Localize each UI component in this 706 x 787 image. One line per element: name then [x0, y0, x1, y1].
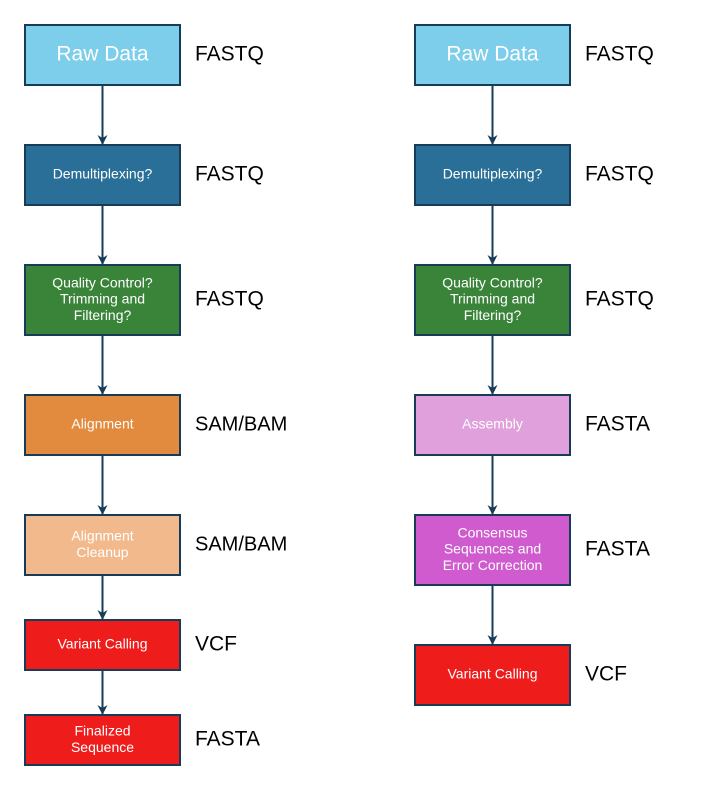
flow-node-label: FASTQ: [195, 163, 264, 186]
flow-node-text: Demultiplexing?: [443, 166, 543, 182]
flow-node-label: SAM/BAM: [195, 533, 287, 555]
flowchart-diagram: Raw DataFASTQDemultiplexing?FASTQQuality…: [0, 0, 706, 787]
flow-node-text: Error Correction: [443, 557, 543, 573]
flow-node-l6: FinalizedSequence FASTA: [25, 715, 260, 765]
flow-node-r3: Assembly FASTA: [415, 395, 650, 455]
flow-node-l2: Quality Control?Trimming andFiltering? FA…: [25, 265, 264, 335]
flow-node-text: Filtering?: [464, 307, 522, 323]
flow-node-label: FASTQ: [195, 43, 264, 66]
flow-node-label: FASTA: [585, 413, 650, 436]
flow-node-r2: Quality Control?Trimming andFiltering? FA…: [415, 265, 654, 335]
flow-node-r5: Variant Calling VCF: [415, 645, 627, 705]
flow-node-text: Cleanup: [76, 544, 128, 560]
flow-node-text: Quality Control?: [442, 275, 543, 291]
flow-node-text: Raw Data: [446, 43, 539, 66]
flow-node-r0: Raw Data FASTQ: [415, 25, 654, 85]
flow-node-text: Alignment: [71, 528, 133, 544]
flow-node-l3: Alignment SAM/BAM: [25, 395, 287, 455]
flow-node-text: Demultiplexing?: [53, 166, 153, 182]
flow-node-label: FASTQ: [585, 288, 654, 311]
flow-node-text: Assembly: [462, 416, 523, 432]
flow-node-label: VCF: [585, 663, 627, 686]
flow-node-text: Filtering?: [74, 307, 132, 323]
flow-node-l5: Variant Calling VCF: [25, 620, 237, 670]
flow-node-l1: Demultiplexing? FASTQ: [25, 145, 264, 205]
flow-node-r1: Demultiplexing? FASTQ: [415, 145, 654, 205]
flow-node-l4: AlignmentCleanup SAM/BAM: [25, 515, 287, 575]
flow-node-text: Trimming and: [450, 291, 535, 307]
flow-node-label: SAM/BAM: [195, 413, 287, 435]
flow-node-label: VCF: [195, 633, 237, 656]
flow-node-label: FASTQ: [195, 288, 264, 311]
flow-node-text: Variant Calling: [57, 636, 147, 652]
flow-node-text: Consensus: [457, 525, 527, 541]
flow-node-text: Trimming and: [60, 291, 145, 307]
flow-node-label: FASTA: [195, 728, 260, 751]
flow-node-label: FASTA: [585, 538, 650, 561]
flow-node-label: FASTQ: [585, 163, 654, 186]
flow-node-text: Sequences and: [444, 541, 541, 557]
flow-node-text: Quality Control?: [52, 275, 153, 291]
flow-node-text: Finalized: [74, 723, 130, 739]
flow-node-text: Variant Calling: [447, 666, 537, 682]
flow-node-text: Alignment: [71, 416, 133, 432]
flow-node-r4: ConsensusSequences andError Correction FA…: [415, 515, 650, 585]
flow-node-l0: Raw Data FASTQ: [25, 25, 264, 85]
flow-node-label: FASTQ: [585, 43, 654, 66]
flow-node-text: Sequence: [71, 739, 134, 755]
flow-node-text: Raw Data: [56, 43, 149, 66]
